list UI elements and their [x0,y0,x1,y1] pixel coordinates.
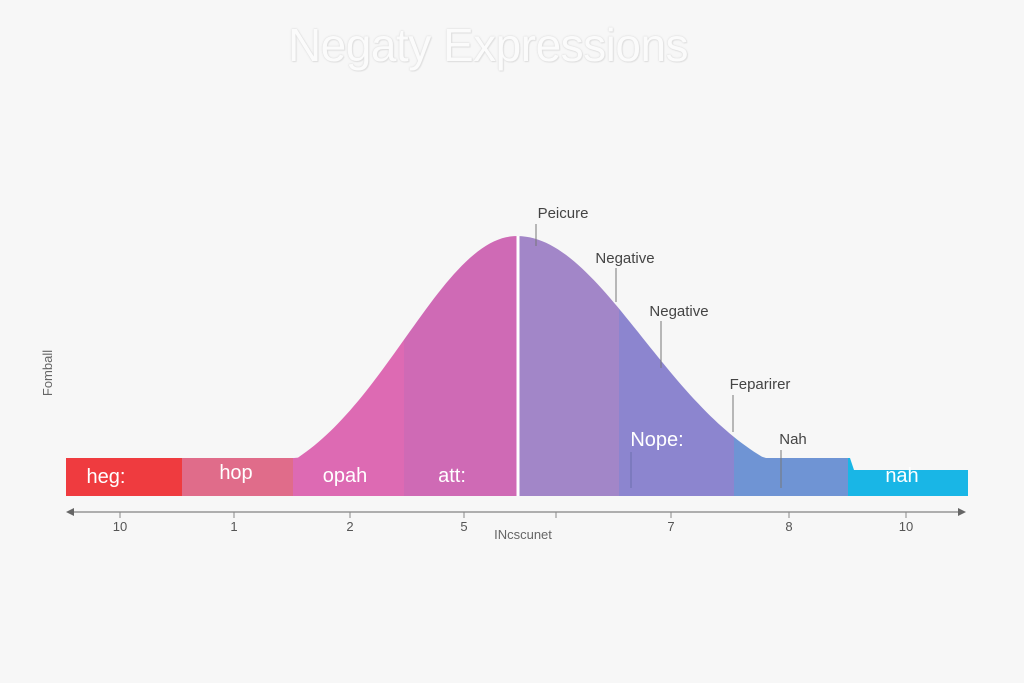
x-axis [66,508,966,516]
segment-labels: heg: hop opah att: Nope: nah [87,429,919,488]
y-axis-title: Fomball [40,350,55,396]
x-axis-right-arrow [958,508,966,516]
x-tick-label: 10 [113,519,127,534]
segment-label: Nope: [630,429,683,451]
annotations: Peicure Negative Negative Feparirer Nah [535,205,807,488]
x-tick-label: 7 [667,519,674,534]
annotation-label: Nah [779,431,807,448]
curve-segment [848,236,968,496]
x-axis-left-arrow [66,508,74,516]
curve-segment [619,236,734,496]
segment-label: nah [885,465,918,487]
x-tick-label: 10 [899,519,913,534]
x-tick-label: 2 [346,519,353,534]
curve-segment [293,236,404,496]
chart-title: Negaty Expressions [287,19,689,71]
curve-segment [734,236,848,496]
annotation-label: Negative [649,303,708,320]
annotation-label: Peicure [538,205,589,222]
annotation-label: Negative [595,250,654,267]
x-tick-label: 1 [230,519,237,534]
x-ticks: 10 1 2 5 7 8 10 [113,512,913,534]
segment-label: opah [323,465,368,487]
curve-segment [517,236,619,496]
segment-label: hop [219,462,252,484]
segment-label: heg: [87,466,126,488]
curve-segment [404,236,517,496]
x-tick-label: 8 [785,519,792,534]
annotation-label: Feparirer [730,376,791,393]
x-axis-title: INcscunet [494,527,552,542]
x-tick-label: 5 [460,519,467,534]
curve-segment [66,236,182,496]
segment-label: att: [438,465,466,487]
curve-segment [182,236,293,496]
